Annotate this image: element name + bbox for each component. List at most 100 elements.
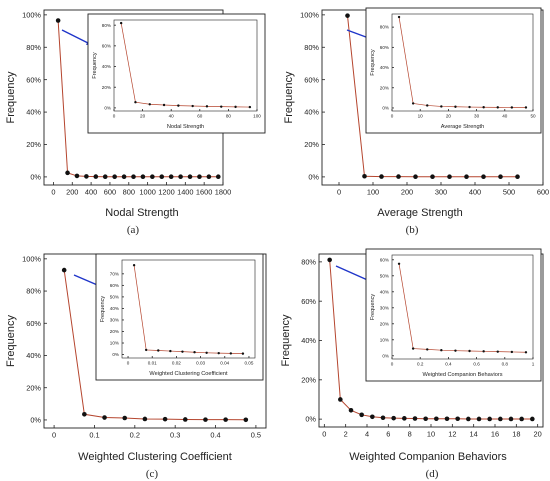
inset-data-point [220,105,223,108]
main-x-axis-label: Weighted Clustering Coefficient [78,451,232,463]
inset-y-tick-label: 30% [110,318,119,323]
main-data-point [519,416,524,422]
main-data-point [327,257,332,263]
main-data-point [159,174,165,180]
inset-x-tick-label: 1 [532,362,535,367]
inset-y-tick-label: 30% [380,305,389,310]
inset-data-point [397,15,401,19]
main-data-point [102,415,107,420]
inset-data-point [510,106,514,109]
main-x-tick-label: 200 [66,187,78,196]
main-y-tick-label: 60% [26,75,41,84]
inset-frame [391,13,534,112]
main-data-point [348,407,354,413]
inset-x-tick-label: 10 [418,114,424,119]
main-x-tick-label: 16 [491,429,499,438]
main-data-point [464,174,469,180]
main-data-point [508,416,514,422]
main-data-point [82,412,87,417]
main-data-point [203,417,208,422]
panel-label: (c) [146,468,159,480]
chart-panel-a: 0 200 400 600 800 1000 1200 1400 1600 18000%20%40… [5,9,266,236]
main-x-tick-label: 500 [503,187,515,196]
inset-series-line [133,265,243,354]
inset-data-point [191,104,194,108]
main-data-point [243,417,249,423]
main-data-point [379,174,384,179]
main-x-tick-label: 0 [337,187,341,196]
main-y-tick-label: 0% [308,172,319,181]
inset-x-tick-label: 0.04 [220,361,229,366]
main-data-point [423,416,428,422]
inset-data-point [119,21,123,25]
main-x-tick-label: 300 [435,187,447,196]
main-data-point [122,415,128,421]
inset-data-point [148,103,151,106]
inset-data-point [241,352,245,355]
main-x-tick-label: 0.2 [130,430,140,439]
main-data-point [65,170,70,176]
main-data-point [380,415,386,421]
inset-data-point [162,103,166,107]
inset-data-point [248,105,252,109]
inset-x-tick-label: 0 [113,114,116,119]
main-data-point [430,174,435,180]
main-data-point [370,414,375,420]
inset-y-axis-label: Frequency [370,294,376,321]
chart-panel-d: 0 2 4 6 8 10 12 14 16 18 200%20%40%60%80%Weighted … [280,248,544,480]
main-data-point [391,415,396,421]
inset-data-point [496,350,499,353]
main-data-point [84,174,89,179]
inset-y-tick-label: 20% [110,329,119,334]
inset-x-tick-label: 60 [197,114,203,119]
main-x-axis-label: Nodal Strength [105,207,178,219]
inset-y-tick-label: 0% [382,353,389,358]
inset-data-point [426,348,429,351]
inset-data-point [524,106,528,109]
main-y-tick-label: 20% [26,140,41,149]
inset-y-tick-label: 40% [102,64,111,69]
main-y-tick-label: 100% [22,254,41,263]
inset-data-point [397,262,401,265]
inset-chart: 0 0.2 0.4 0.6 0.8 10%10%20%30%40%50%60%Weight… [365,248,542,382]
main-x-tick-label: 800 [123,187,135,196]
main-y-tick-label: 40% [26,108,41,117]
main-data-point [162,416,168,422]
inset-x-tick-label: 20 [140,114,146,119]
inset-x-tick-label: 0.03 [196,361,205,366]
inset-data-point [229,352,233,355]
main-x-tick-label: 20 [534,429,542,438]
main-x-tick-label: 1800 [215,187,231,196]
main-y-tick-label: 80% [26,287,41,296]
main-data-point [359,412,364,418]
main-data-point [142,416,148,422]
main-x-tick-label: 12 [448,429,456,438]
inset-x-axis-label: Weighted Clustering Coefficient [149,371,228,377]
main-data-point [178,174,183,180]
main-y-axis-label: Frequency [280,314,292,366]
inset-x-tick-label: 40 [169,114,175,119]
main-data-point [168,174,174,180]
main-data-point [487,416,492,422]
inset-x-axis-label: Average Strength [441,124,484,130]
inset-x-tick-label: 100 [253,114,261,119]
inset-y-tick-label: 60% [110,283,119,288]
inset-x-tick-label: 40 [502,114,508,119]
chart-panel-c: 0 0.1 0.2 0.3 0.4 0.5 0% 20% 40% 60% 80% 100% Weight… [5,253,267,480]
inset-data-point [510,350,514,354]
main-data-point [140,174,146,180]
main-data-point [466,416,471,422]
main-y-tick-label: 80% [301,257,316,266]
inset-y-tick-label: 80% [380,25,389,30]
inset-y-axis-label: Frequency [100,296,106,323]
inset-y-tick-label: 40% [110,306,119,311]
main-data-point [498,416,503,422]
pointer-arrow-line [61,29,93,46]
inset-series-line [398,263,526,353]
panel-label: (a) [127,224,140,236]
inset-data-point [482,106,485,109]
inset-x-tick-label: 0.02 [172,361,181,366]
main-x-tick-label: 0.3 [170,430,180,439]
inset-y-axis-label: Frequency [370,49,376,76]
